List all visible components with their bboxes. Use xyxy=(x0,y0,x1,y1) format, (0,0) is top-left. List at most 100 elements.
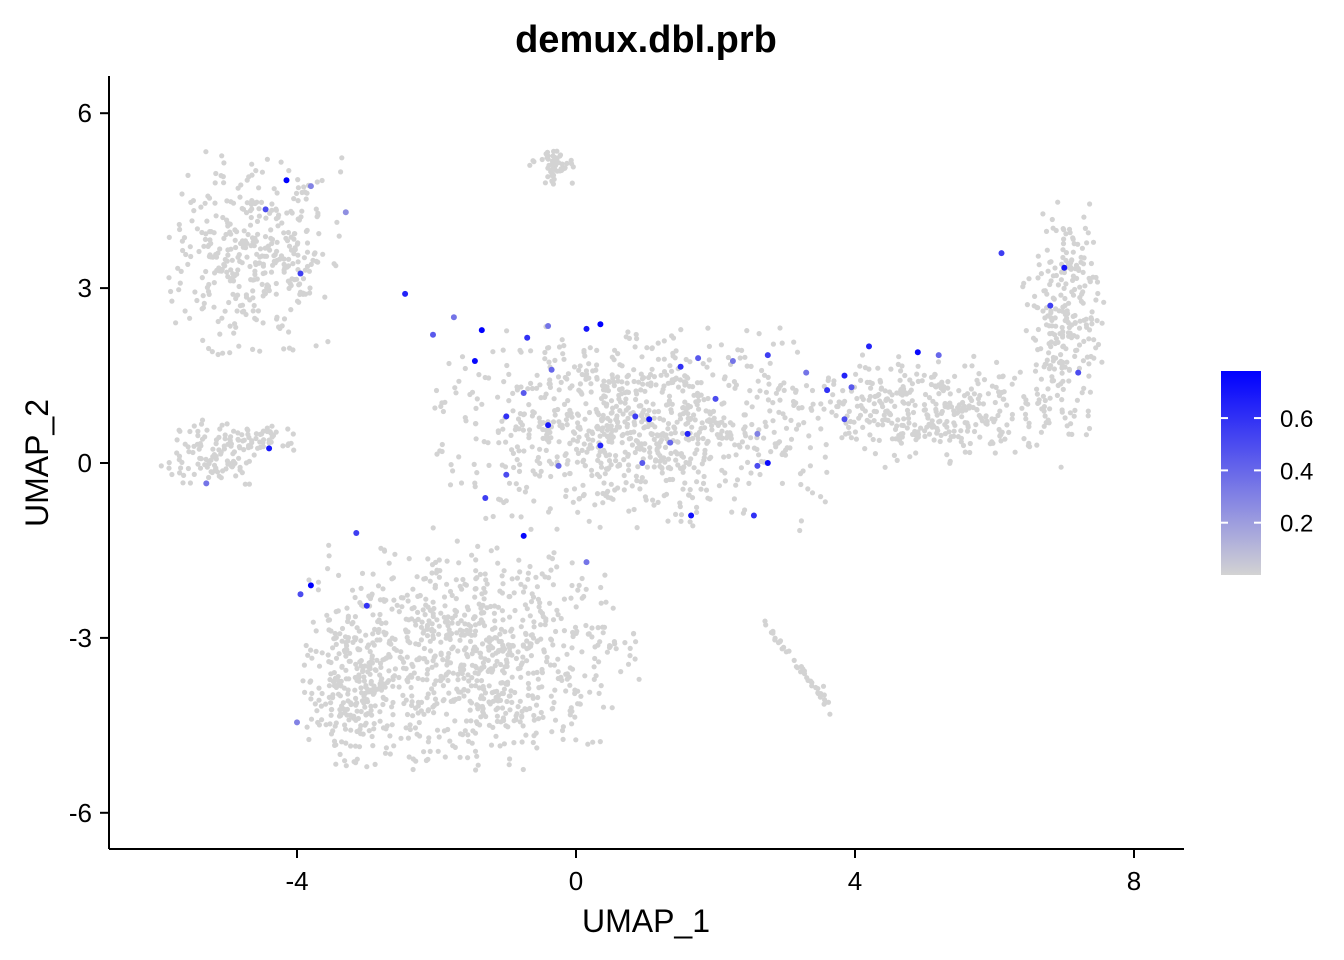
data-point xyxy=(561,401,568,407)
data-point xyxy=(702,447,708,453)
data-point xyxy=(234,308,240,314)
data-point xyxy=(657,415,663,422)
data-point xyxy=(1012,375,1018,381)
data-point xyxy=(183,251,189,258)
colorbar-tick-label: 0.6 xyxy=(1280,406,1313,433)
data-point xyxy=(239,309,246,315)
data-point xyxy=(285,229,291,236)
data-point xyxy=(675,462,681,468)
data-point xyxy=(779,340,785,346)
data-point xyxy=(187,480,193,486)
data-point xyxy=(674,419,680,425)
data-point xyxy=(1091,337,1097,343)
data-point xyxy=(509,513,515,519)
data-point xyxy=(582,463,589,469)
data-point xyxy=(936,391,942,397)
data-point xyxy=(260,440,266,446)
highlighted-point xyxy=(684,430,691,437)
data-point xyxy=(486,635,492,641)
data-point xyxy=(593,673,599,679)
data-point xyxy=(545,165,551,171)
data-point xyxy=(575,701,581,707)
data-point xyxy=(1058,464,1064,470)
data-point xyxy=(206,281,212,288)
data-point xyxy=(325,566,331,572)
highlighted-point xyxy=(729,358,736,364)
data-point xyxy=(413,758,419,764)
data-point xyxy=(736,442,742,448)
data-point xyxy=(862,365,869,371)
data-point xyxy=(383,597,389,603)
data-point xyxy=(326,683,332,689)
data-point xyxy=(339,155,345,161)
data-point xyxy=(1042,288,1048,294)
data-point xyxy=(951,428,957,434)
data-point xyxy=(542,574,548,580)
data-point xyxy=(632,344,638,350)
data-point xyxy=(781,387,787,393)
data-point xyxy=(1042,315,1048,321)
data-point xyxy=(1063,250,1069,256)
data-point xyxy=(529,385,536,392)
data-point xyxy=(555,374,562,380)
data-point xyxy=(249,198,255,204)
data-point xyxy=(455,648,461,654)
data-point xyxy=(807,463,814,469)
data-point xyxy=(342,722,348,728)
data-point xyxy=(537,446,543,452)
data-point xyxy=(351,713,357,719)
data-point xyxy=(438,610,444,616)
highlighted-point xyxy=(555,462,562,469)
data-point xyxy=(595,625,601,631)
data-point xyxy=(233,473,239,479)
data-point xyxy=(357,726,363,732)
data-point xyxy=(205,288,212,295)
data-point xyxy=(319,717,325,723)
x-tick-label: -4 xyxy=(285,866,308,896)
data-point xyxy=(364,644,370,650)
data-point xyxy=(342,634,349,640)
data-point xyxy=(616,461,623,468)
data-point xyxy=(390,683,396,689)
data-point xyxy=(1091,355,1097,361)
data-point xyxy=(371,726,377,732)
data-point xyxy=(779,646,785,652)
data-point xyxy=(608,462,614,468)
data-point xyxy=(744,444,751,450)
data-point xyxy=(818,494,824,500)
data-point xyxy=(809,680,815,686)
data-point xyxy=(1094,279,1101,285)
data-point xyxy=(558,674,564,680)
data-point xyxy=(596,690,602,697)
data-point xyxy=(358,708,364,715)
data-point xyxy=(842,398,848,404)
data-point xyxy=(409,606,415,612)
data-point xyxy=(360,667,366,673)
data-point xyxy=(482,374,488,381)
data-point xyxy=(538,421,544,427)
data-point xyxy=(651,464,657,470)
data-point xyxy=(450,468,456,474)
data-point xyxy=(1061,285,1067,291)
data-point xyxy=(425,667,431,673)
data-point xyxy=(362,698,368,705)
data-point xyxy=(380,586,386,592)
data-point xyxy=(580,482,586,488)
data-point xyxy=(846,430,852,436)
data-point xyxy=(489,669,495,675)
data-point xyxy=(210,446,216,452)
data-point xyxy=(894,390,900,396)
data-point xyxy=(525,670,531,676)
data-point xyxy=(562,452,568,458)
data-point xyxy=(534,669,540,676)
data-point xyxy=(425,707,432,713)
highlighted-point xyxy=(639,460,646,466)
data-point xyxy=(335,682,341,688)
data-point xyxy=(590,430,596,436)
data-point xyxy=(500,648,506,654)
data-point xyxy=(1058,277,1064,283)
data-point xyxy=(288,234,294,240)
data-point xyxy=(680,411,686,417)
data-point xyxy=(478,654,484,660)
highlighted-point xyxy=(824,387,831,394)
